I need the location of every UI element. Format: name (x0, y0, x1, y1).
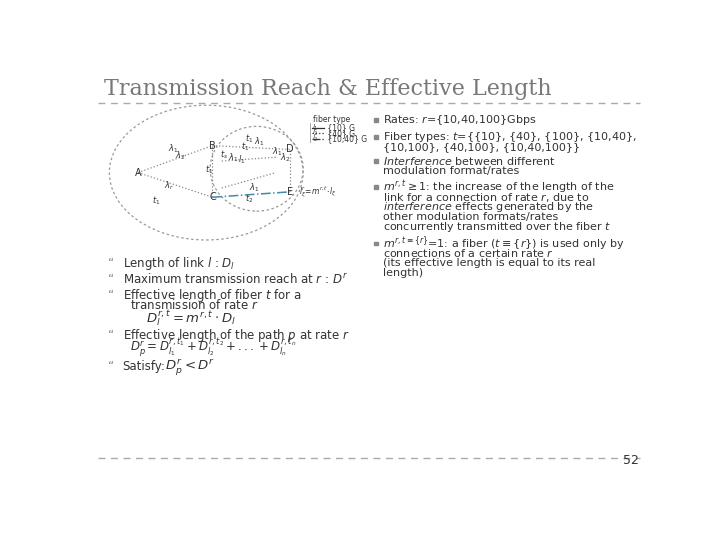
Text: D: D (286, 145, 294, 154)
Text: Satisfy:: Satisfy: (122, 360, 166, 373)
Text: $l_1$: $l_1$ (238, 153, 246, 166)
Text: link for a connection of rate $r$, due to: link for a connection of rate $r$, due t… (383, 191, 589, 204)
Text: B: B (209, 140, 216, 151)
Text: “: “ (108, 360, 114, 373)
Text: $t_2$: $t_2$ (245, 193, 253, 205)
Text: {10} G: {10} G (325, 124, 355, 132)
Text: $t_1$: $t_1$ (241, 140, 250, 153)
Text: C: C (209, 192, 216, 202)
Text: A: A (135, 167, 141, 178)
Text: $\lambda_1$: $\lambda_1$ (272, 146, 282, 158)
Text: “: “ (108, 329, 114, 342)
Text: $D_l^{r,t} = m^{r,t} \cdot D_l$: $D_l^{r,t} = m^{r,t} \cdot D_l$ (145, 309, 236, 329)
Text: fiber type: fiber type (313, 115, 351, 124)
Text: $t_s$: $t_s$ (220, 148, 228, 161)
Text: $D_p^r < D^r$: $D_p^r < D^r$ (165, 357, 215, 376)
Text: “: “ (108, 257, 114, 270)
Text: $\lambda_1$: $\lambda_1$ (249, 181, 259, 194)
Text: $\lambda_2$: $\lambda_2$ (175, 150, 186, 162)
Text: Effective length of the path $\it{p}$ at rate $\it{r}$: Effective length of the path $\it{p}$ at… (122, 327, 349, 345)
Text: {40} G: {40} G (325, 129, 355, 138)
Text: $l_{\xi}^r\!=\!m^{r,t}\!\cdot\! l_{\xi}$: $l_{\xi}^r\!=\!m^{r,t}\!\cdot\! l_{\xi}$ (300, 184, 337, 200)
Text: 52: 52 (623, 454, 639, 467)
Text: modulation format/rates: modulation format/rates (383, 166, 519, 176)
Text: $t_1$: $t_1$ (204, 164, 213, 176)
Text: length): length) (383, 268, 423, 279)
Text: $D_p^r = D_{l_1}^{r,t_1} + D_{l_2}^{r,t_2} + ... + D_{l_n}^{r,t_n}$: $D_p^r = D_{l_1}^{r,t_1} + D_{l_2}^{r,t_… (130, 337, 297, 360)
Text: E: E (287, 187, 293, 197)
Text: (its effective length is equal to its real: (its effective length is equal to its re… (383, 259, 595, 268)
Text: {10,100}, {40,100}, {10,40,100}}: {10,100}, {40,100}, {10,40,100}} (383, 142, 580, 152)
Text: $l_2$: $l_2$ (312, 133, 319, 144)
Text: $\mathit{Interference}$ between different: $\mathit{Interference}$ between differen… (383, 155, 556, 167)
Text: Transmission Reach & Effective Length: Transmission Reach & Effective Length (104, 78, 552, 100)
Text: Rates: $r$={10,40,100}Gbps: Rates: $r$={10,40,100}Gbps (383, 113, 536, 127)
Text: “: “ (108, 289, 114, 302)
Bar (374, 118, 377, 122)
Bar (374, 159, 377, 163)
Text: Length of link $\it{l}$ : $D_l$: Length of link $\it{l}$ : $D_l$ (122, 255, 235, 272)
Text: $m^{r,t}$$\geq$1: the increase of the length of the: $m^{r,t}$$\geq$1: the increase of the le… (383, 178, 614, 196)
Text: $\lambda_2$: $\lambda_2$ (280, 151, 290, 164)
Text: {10,40} G: {10,40} G (325, 134, 367, 143)
Text: $l_2$: $l_2$ (312, 128, 319, 138)
Bar (374, 185, 377, 189)
Text: other modulation formats/rates: other modulation formats/rates (383, 212, 558, 222)
Text: $\mathit{interference}$ effects generated by the: $\mathit{interference}$ effects generate… (383, 200, 594, 214)
Text: $\lambda_r$: $\lambda_r$ (163, 179, 174, 192)
Text: $\lambda_1$: $\lambda_1$ (228, 151, 238, 164)
Text: $\lambda_1$: $\lambda_1$ (168, 142, 178, 154)
Text: $\lambda_1$: $\lambda_1$ (254, 136, 265, 149)
Text: $t_1$: $t_1$ (245, 133, 253, 145)
Text: $l_1$: $l_1$ (312, 123, 319, 133)
Text: “: “ (108, 273, 114, 286)
Bar (374, 135, 377, 139)
Text: concurrently transmitted over the fiber $t$: concurrently transmitted over the fiber … (383, 220, 611, 234)
Text: Fiber types: $t$={{10}, {40}, {100}, {10,40},: Fiber types: $t$={{10}, {40}, {100}, {10… (383, 130, 636, 144)
Text: connections of a certain rate $r$: connections of a certain rate $r$ (383, 247, 554, 259)
Text: Maximum transmission reach at $\it{r}$ : $D^r$: Maximum transmission reach at $\it{r}$ :… (122, 272, 347, 287)
Text: $t_1$: $t_1$ (152, 194, 161, 207)
Text: transmission of rate $\it{r}$: transmission of rate $\it{r}$ (130, 298, 259, 312)
Bar (374, 241, 377, 245)
Text: Effective length of fiber $\it{t}$ for a: Effective length of fiber $\it{t}$ for a (122, 287, 301, 305)
Text: $m^{r,t\equiv\{r\}}$=1: a fiber ($t$$\equiv${$r$}) is used only by: $m^{r,t\equiv\{r\}}$=1: a fiber ($t$$\eq… (383, 234, 625, 253)
